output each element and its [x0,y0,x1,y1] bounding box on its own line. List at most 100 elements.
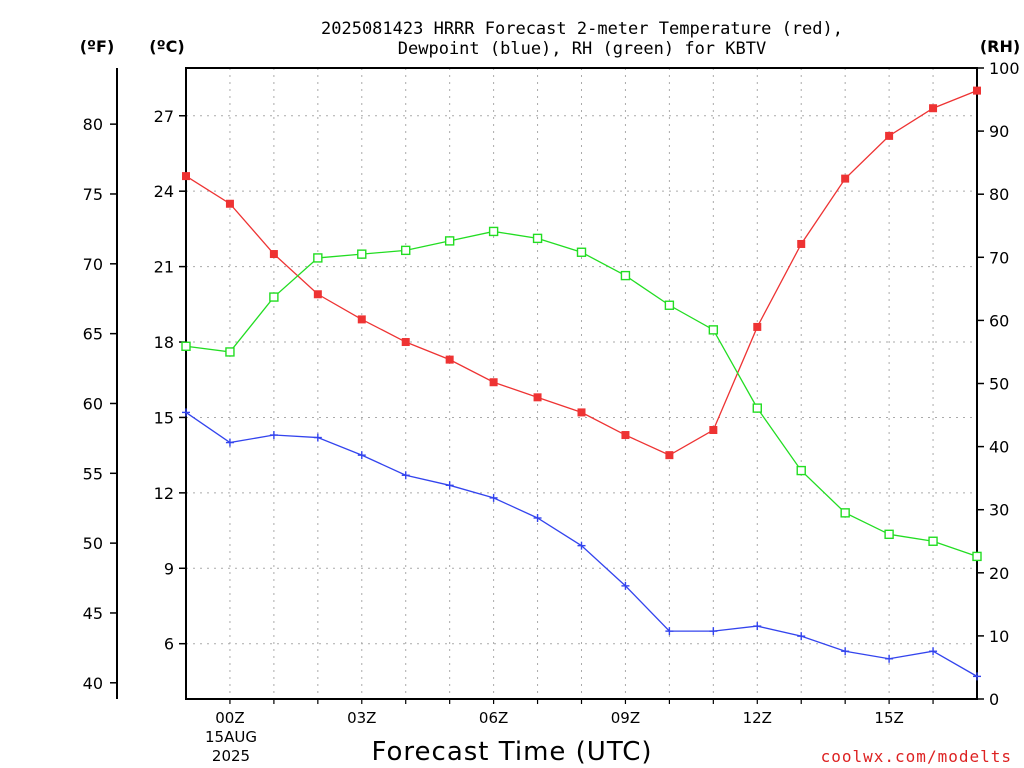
temperature-point [797,239,806,248]
temperature-point [841,174,850,183]
celsius-tick-label: 27 [154,107,174,126]
celsius-tick-label: 24 [154,182,174,201]
temperature-point [357,315,366,324]
fahrenheit-tick-label: 75 [83,185,103,204]
dewpoint-point [753,622,762,631]
fahrenheit-tick-label: 80 [83,115,103,134]
x-tick-label: 00Z [215,709,244,727]
dewpoint-point [489,493,498,502]
x-tick-label: 03Z [347,709,376,727]
rh-point [401,245,411,256]
dewpoint-point [225,438,234,447]
chart-axes [110,67,984,704]
dewpoint-point [533,513,542,522]
chart-title-line-2: Dewpoint (blue), RH (green) for KBTV [398,39,766,59]
temperature-point [665,451,674,460]
rh-point [488,226,499,237]
dewpoint-point [885,654,894,663]
celsius-tick-label: 18 [154,333,174,352]
dewpoint-point [445,481,454,490]
fahrenheit-tick-label: 40 [83,674,103,693]
rh-point [708,325,719,335]
dewpoint-point [841,647,850,656]
fahrenheit-tick-label: 60 [83,394,103,413]
dewpoint-point [313,433,322,442]
fahrenheit-tick-label: 70 [83,255,103,274]
rh-point [752,403,762,413]
rh-point [357,249,367,259]
temperature-point [401,338,410,347]
fahrenheit-tick-label: 55 [83,464,103,483]
dewpoint-point [401,471,410,480]
rh-point [444,236,455,246]
rh-tick-label: 40 [989,438,1009,457]
fahrenheit-axis-label: (ºF) [80,37,115,56]
x-date-line-2: 2025 [212,747,250,765]
fahrenheit-tick-label: 50 [83,534,103,553]
rh-axis-label: (RH) [980,37,1020,56]
celsius-tick-label: 9 [164,559,174,578]
chart-series [181,86,982,681]
x-tick-label: 09Z [611,709,640,727]
temperature-point [533,393,542,402]
rh-tick-label: 50 [989,375,1009,394]
celsius-tick-label: 15 [154,408,174,427]
x-axis-title: Forecast Time (UTC) [371,737,652,767]
dewpoint-point [621,581,630,590]
dewpoint-series [182,408,981,681]
rh-tick-label: 80 [989,185,1009,204]
temperature-point [577,408,586,417]
fahrenheit-tick-label: 45 [83,604,103,623]
celsius-axis-label: (ºC) [149,37,184,56]
rh-point [884,529,894,540]
rh-tick-label: 0 [989,690,999,709]
rh-point [928,536,938,546]
rh-tick-label: 20 [989,564,1009,583]
temperature-point [709,426,718,435]
temperature-point [269,250,278,259]
temperature-point [489,378,498,387]
rh-tick-label: 100 [989,59,1020,78]
temperature-point [621,431,630,440]
rh-tick-label: 90 [989,122,1009,141]
celsius-tick-label: 21 [154,258,174,277]
rh-point [620,270,631,281]
temperature-series [182,86,981,460]
dewpoint-point [269,431,278,440]
dewpoint-point [797,632,806,641]
rh-point [313,253,323,263]
grid-lines [186,68,977,699]
x-tick-label: 12Z [743,709,772,727]
celsius-tick-label: 12 [154,484,174,503]
x-date-line-1: 15AUG [205,728,257,746]
dewpoint-point [577,541,586,550]
temperature-point [885,131,894,140]
dewpoint-point [182,408,190,417]
temperature-point [929,104,938,113]
x-tick-label: 06Z [479,709,508,727]
rh-point [225,347,235,357]
rh-tick-label: 70 [989,248,1009,267]
dewpoint-point [665,627,674,636]
rh-series [181,226,982,562]
dewpoint-point [357,451,366,460]
credit-text: coolwx.com/modelts [821,747,1012,766]
rh-point [796,465,806,476]
fahrenheit-tick-label: 65 [83,325,103,344]
temperature-point [973,86,981,95]
rh-point [269,292,279,302]
rh-line [185,230,978,558]
dewpoint-point [929,647,938,656]
rh-tick-label: 60 [989,311,1009,330]
rh-point [576,247,587,257]
rh-point [532,233,543,244]
rh-point [664,300,675,310]
rh-point [181,341,191,351]
temperature-point [225,199,234,208]
rh-tick-label: 30 [989,501,1009,520]
chart-title-line-1: 2025081423 HRRR Forecast 2-meter Tempera… [321,19,843,39]
temperature-point [182,172,190,181]
rh-point [840,508,850,518]
temperature-point [445,355,454,364]
